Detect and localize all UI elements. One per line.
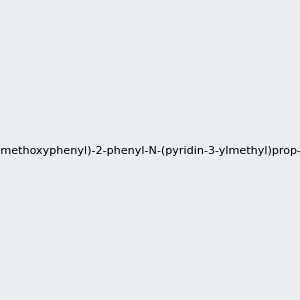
Text: (2E)-3-(4-methoxyphenyl)-2-phenyl-N-(pyridin-3-ylmethyl)prop-2-enamide: (2E)-3-(4-methoxyphenyl)-2-phenyl-N-(pyr… bbox=[0, 146, 300, 157]
